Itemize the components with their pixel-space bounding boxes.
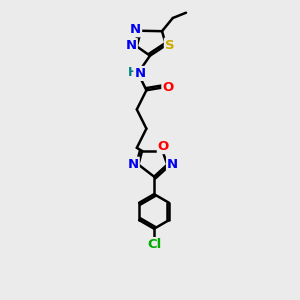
Text: O: O — [158, 140, 169, 153]
Text: N: N — [167, 158, 178, 171]
Text: O: O — [162, 81, 174, 94]
Text: N: N — [128, 158, 139, 171]
Text: N: N — [126, 39, 137, 52]
Text: H: H — [128, 65, 138, 79]
Text: N: N — [134, 67, 146, 80]
Text: Cl: Cl — [147, 238, 161, 251]
Text: N: N — [130, 23, 141, 36]
Text: S: S — [165, 39, 175, 52]
